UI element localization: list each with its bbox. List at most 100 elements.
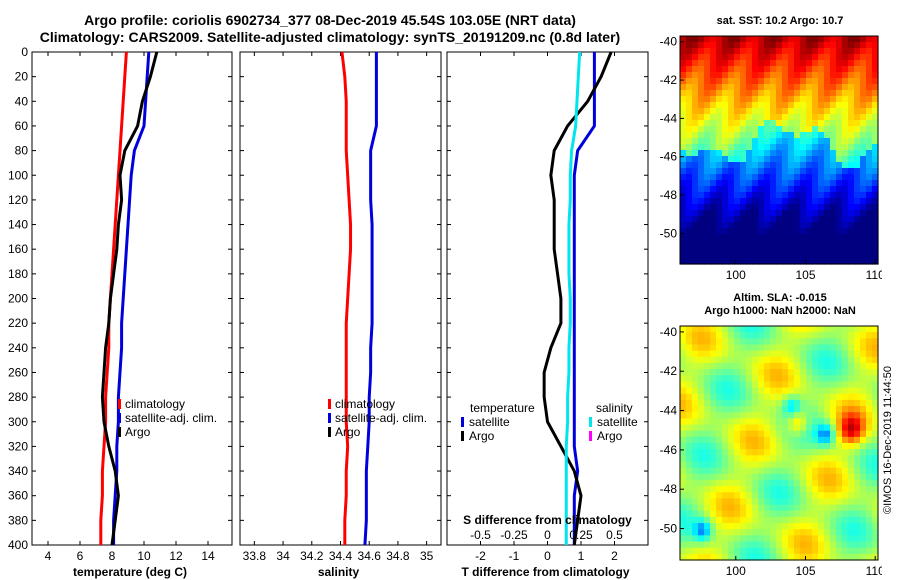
map-pixel — [860, 72, 867, 79]
map-pixel — [764, 516, 771, 524]
map-pixel — [824, 36, 831, 43]
map-pixel — [872, 60, 879, 67]
map-pixel — [734, 54, 741, 61]
map-pixel — [842, 418, 849, 426]
map-pixel — [716, 234, 723, 241]
map-pixel — [704, 192, 711, 199]
map-pixel — [740, 338, 747, 346]
map-pixel — [746, 54, 753, 61]
map-pixel — [818, 180, 825, 187]
map-pixel — [848, 246, 855, 253]
map-pixel — [872, 78, 879, 85]
map-pixel — [776, 332, 783, 339]
map-pixel — [752, 332, 759, 339]
map-pixel — [752, 467, 759, 475]
map-pixel — [788, 162, 795, 169]
map-pixel — [770, 222, 777, 229]
y-tick-label: 360 — [8, 489, 28, 503]
lat-tick-label: -46 — [660, 150, 678, 164]
map-pixel — [722, 204, 729, 211]
map-pixel — [872, 350, 879, 358]
map-pixel — [692, 486, 699, 493]
map-pixel — [770, 54, 777, 61]
map-pixel — [764, 36, 771, 43]
map-pixel — [716, 412, 723, 419]
map-pixel — [758, 381, 765, 389]
map-pixel — [752, 375, 759, 383]
map-pixel — [746, 78, 753, 85]
series-t-argo — [542, 51, 613, 546]
map-pixel — [752, 216, 759, 223]
map-pixel — [866, 479, 873, 487]
map-pixel — [854, 156, 861, 163]
map-pixel — [710, 443, 717, 450]
map-pixel — [782, 198, 789, 205]
map-pixel — [710, 541, 717, 549]
map-pixel — [860, 479, 867, 487]
map-pixel — [680, 150, 687, 157]
map-pixel — [770, 240, 777, 247]
map-pixel — [866, 150, 873, 157]
map-pixel — [740, 455, 747, 463]
map-pixel — [680, 198, 687, 205]
map-pixel — [686, 523, 693, 530]
map-pixel — [740, 430, 747, 438]
map-pixel — [866, 66, 873, 73]
map-pixel — [746, 228, 753, 235]
map-pixel — [806, 228, 813, 235]
map-pixel — [782, 332, 789, 339]
map-pixel — [860, 381, 867, 389]
map-pixel — [704, 486, 711, 493]
map-pixel — [788, 66, 795, 73]
map-pixel — [830, 547, 837, 555]
map-pixel — [848, 535, 855, 543]
map-pixel — [686, 399, 693, 407]
map-pixel — [758, 362, 765, 370]
map-pixel — [776, 60, 783, 67]
map-pixel — [794, 114, 801, 121]
map-pixel — [812, 375, 819, 383]
map-pixel — [872, 174, 879, 181]
map-pixel — [830, 393, 837, 401]
series-climatology — [340, 51, 353, 545]
map-pixel — [866, 258, 873, 265]
map-pixel — [806, 72, 813, 79]
map-pixel — [734, 332, 741, 339]
map-pixel — [728, 412, 735, 419]
map-pixel — [770, 72, 777, 79]
map-pixel — [686, 126, 693, 133]
map-pixel — [794, 529, 801, 536]
map-pixel — [752, 54, 759, 61]
map-pixel — [812, 362, 819, 370]
map-pixel — [836, 258, 843, 265]
map-pixel — [842, 78, 849, 85]
map-pixel — [866, 114, 873, 121]
map-pixel — [806, 486, 813, 493]
map-pixel — [710, 547, 717, 555]
map-pixel — [788, 156, 795, 163]
map-pixel — [794, 362, 801, 370]
map-pixel — [692, 406, 699, 413]
map-pixel — [848, 150, 855, 157]
map-pixel — [758, 216, 765, 223]
map-pixel — [728, 393, 735, 401]
map-pixel — [848, 258, 855, 265]
map-pixel — [734, 387, 741, 395]
map-pixel — [800, 375, 807, 383]
map-pixel — [782, 156, 789, 163]
map-pixel — [872, 102, 879, 109]
map-pixel — [692, 424, 699, 432]
map-pixel — [686, 504, 693, 512]
map-pixel — [728, 42, 735, 49]
map-pixel — [818, 443, 825, 450]
map-pixel — [746, 399, 753, 407]
map-pixel — [716, 150, 723, 157]
map-pixel — [782, 362, 789, 370]
map-pixel — [788, 375, 795, 383]
map-pixel — [830, 204, 837, 211]
map-pixel — [824, 535, 831, 543]
map-pixel — [812, 258, 819, 265]
map-pixel — [824, 198, 831, 205]
map-pixel — [872, 326, 879, 333]
map-pixel — [812, 387, 819, 395]
